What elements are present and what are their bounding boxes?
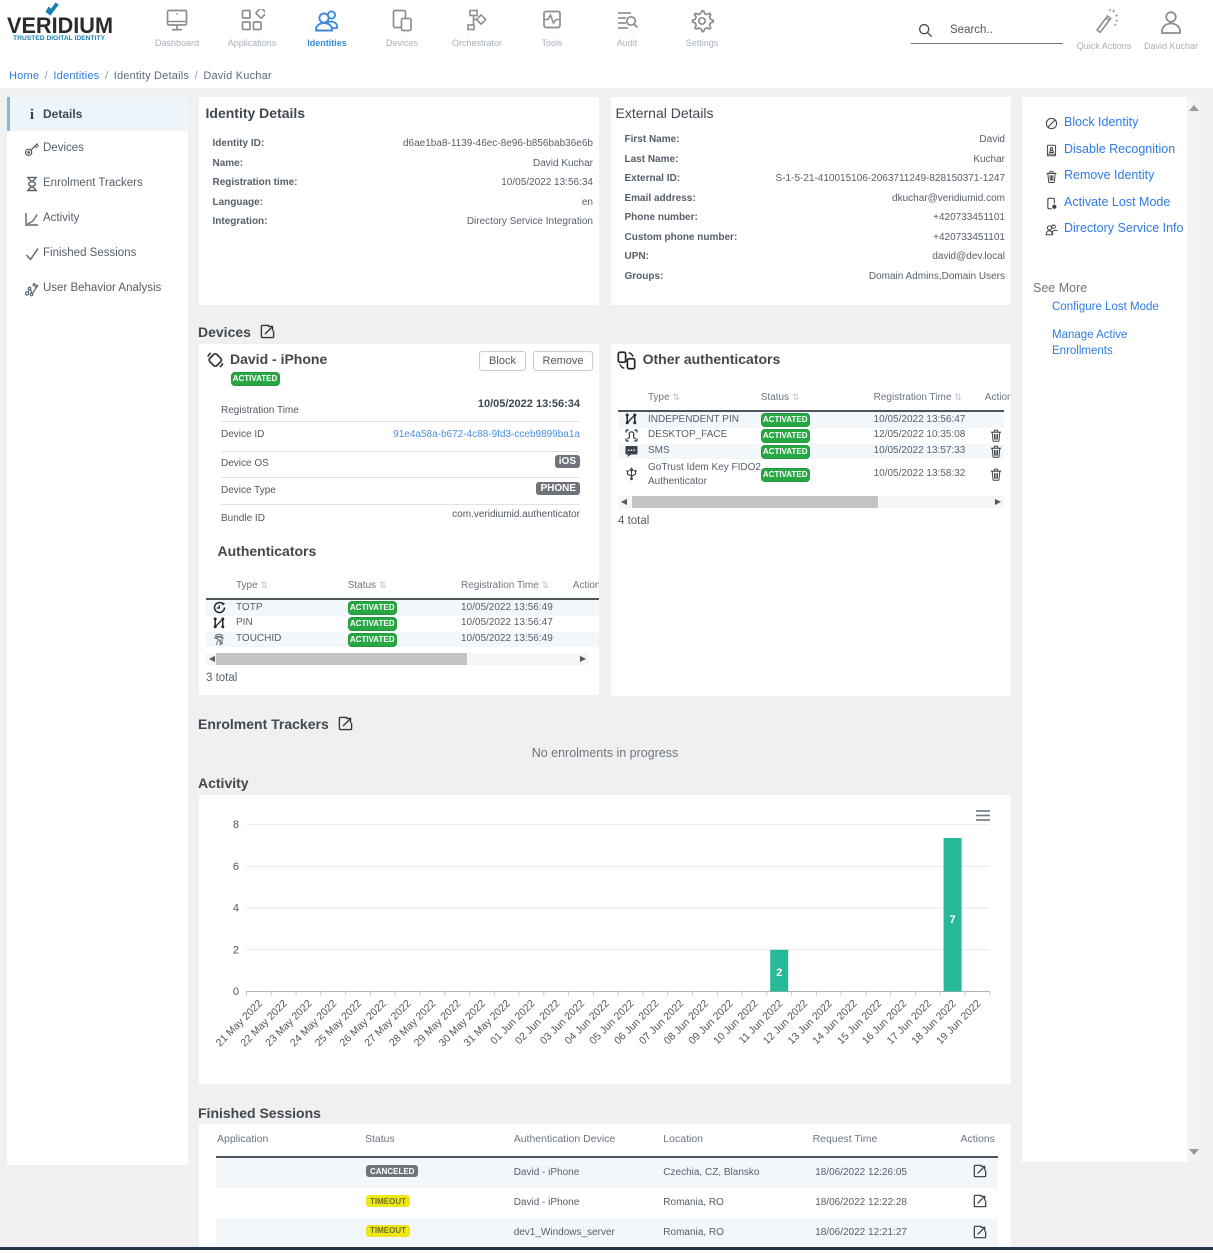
svg-text:4: 4: [233, 903, 239, 915]
svg-text:TRUSTED DIGITAL IDENTITY: TRUSTED DIGITAL IDENTITY: [13, 35, 106, 42]
svg-text:8: 8: [233, 819, 239, 831]
svg-text:i: i: [30, 107, 34, 122]
svg-text:2: 2: [233, 944, 239, 956]
svg-text:7: 7: [950, 914, 956, 926]
svg-text:0: 0: [233, 986, 239, 998]
svg-text:6: 6: [233, 861, 239, 873]
svg-text:2: 2: [776, 967, 782, 979]
svg-text:VERIDIUM: VERIDIUM: [7, 13, 113, 38]
